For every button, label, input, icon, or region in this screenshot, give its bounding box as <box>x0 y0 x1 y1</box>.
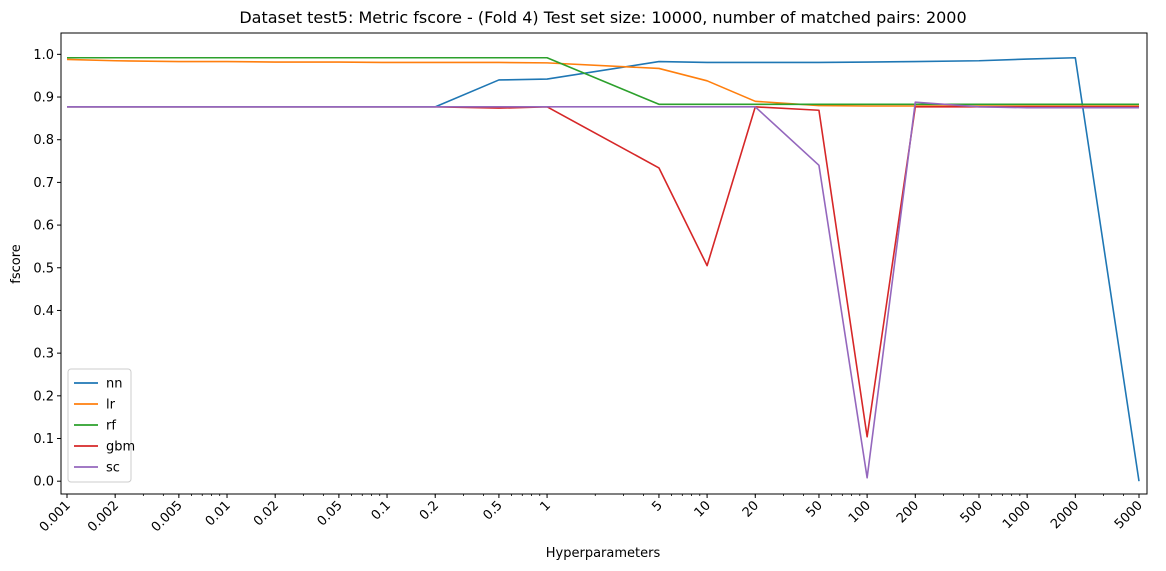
y-tick-label: 0.3 <box>33 347 54 362</box>
chart-title: Dataset test5: Metric fscore - (Fold 4) … <box>239 8 966 27</box>
y-tick-label: 0.4 <box>33 304 54 319</box>
legend-label-sc: sc <box>106 461 120 476</box>
series-line-gbm <box>67 106 1139 438</box>
x-tick-label: 1 <box>537 498 553 514</box>
series-line-nn <box>67 56 1140 482</box>
x-axis-label: Hyperparameters <box>546 546 661 561</box>
x-tick-label: 0.1 <box>369 498 394 523</box>
y-tick-label: 0.0 <box>33 475 54 490</box>
x-tick-label: 0.001 <box>37 498 74 535</box>
x-tick-label: 20 <box>740 498 762 520</box>
x-tick-label: 1000 <box>1000 498 1034 532</box>
y-tick-label: 0.2 <box>33 389 54 404</box>
y-tick-label: 0.5 <box>33 261 54 276</box>
x-tick-label: 5000 <box>1112 498 1146 532</box>
x-tick-label: 0.01 <box>203 498 234 529</box>
x-tick-label: 5 <box>649 498 665 514</box>
x-tick-label: 0.05 <box>315 498 346 529</box>
y-tick-label: 0.1 <box>33 432 54 447</box>
legend: nn lr rf gbm sc <box>67 368 135 483</box>
legend-label-nn: nn <box>106 377 122 392</box>
series-line-lr <box>66 58 1139 107</box>
x-tick-label: 0.2 <box>417 498 442 523</box>
x-tick-label: 0.005 <box>149 498 186 535</box>
x-tick-label: 0.02 <box>251 498 282 529</box>
plot-area: 0.0 0.1 0.2 0.3 0.4 0.5 0.6 0.7 0.8 0.9 1.0 0.001 0.… <box>33 32 1148 535</box>
x-tick-label: 500 <box>958 498 986 526</box>
x-tick-label: 10 <box>692 498 714 520</box>
y-tick-label: 0.7 <box>33 176 54 191</box>
y-tick-label: 0.6 <box>33 219 54 234</box>
y-tick-label: 0.8 <box>33 133 54 148</box>
x-tick-label: 100 <box>846 498 874 526</box>
series-line-rf <box>67 56 1139 106</box>
axes-frame <box>60 32 1148 495</box>
y-axis-label: fscore <box>9 244 24 284</box>
y-tick-label: 1.0 <box>33 48 54 63</box>
y-tick-label: 0.9 <box>33 91 54 106</box>
x-tick-label: 2000 <box>1048 498 1082 532</box>
legend-label-rf: rf <box>106 419 116 434</box>
series-line-sc <box>67 101 1139 479</box>
x-tick-label: 0.5 <box>480 498 505 523</box>
x-tick-label: 200 <box>894 498 922 526</box>
legend-box <box>67 368 132 483</box>
legend-label-lr: lr <box>106 398 116 413</box>
legend-label-gbm: gbm <box>106 440 135 455</box>
x-tick-label: 50 <box>803 498 825 520</box>
x-tick-label: 0.002 <box>85 498 122 535</box>
